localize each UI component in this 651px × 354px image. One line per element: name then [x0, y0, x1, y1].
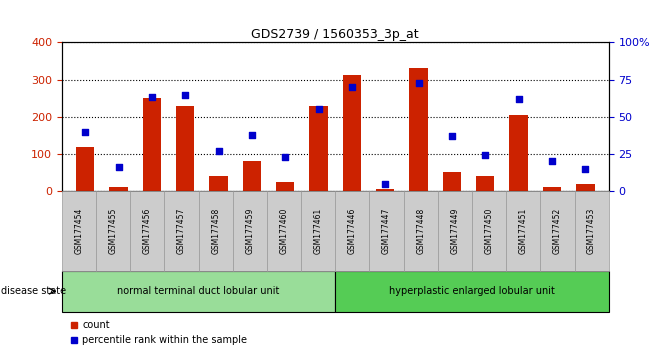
Point	[547, 159, 557, 164]
Title: GDS2739 / 1560353_3p_at: GDS2739 / 1560353_3p_at	[251, 28, 419, 41]
Text: hyperplastic enlarged lobular unit: hyperplastic enlarged lobular unit	[389, 286, 555, 296]
Bar	[543, 188, 561, 191]
Bar	[510, 115, 528, 191]
Text: GSM177455: GSM177455	[109, 208, 118, 254]
Point	[380, 181, 391, 187]
Bar	[76, 147, 94, 191]
Text: GSM177452: GSM177452	[553, 208, 562, 254]
Bar	[210, 176, 228, 191]
Text: disease state: disease state	[1, 286, 66, 296]
Text: GSM177450: GSM177450	[484, 208, 493, 254]
Text: GSM177449: GSM177449	[450, 208, 460, 254]
Text: GSM177448: GSM177448	[416, 208, 425, 254]
Text: GSM177458: GSM177458	[211, 208, 220, 254]
Point	[514, 96, 524, 102]
Text: GSM177454: GSM177454	[74, 208, 83, 254]
Point	[313, 107, 324, 112]
Bar	[376, 189, 395, 191]
Text: GSM177446: GSM177446	[348, 208, 357, 254]
Text: GSM177461: GSM177461	[314, 208, 323, 254]
Text: GSM177456: GSM177456	[143, 208, 152, 254]
Point	[413, 80, 424, 85]
Bar	[309, 107, 327, 191]
Point	[347, 84, 357, 90]
Bar	[109, 188, 128, 191]
Bar	[476, 176, 495, 191]
Text: GSM177457: GSM177457	[177, 208, 186, 254]
Text: GSM177447: GSM177447	[382, 208, 391, 254]
Text: GSM177451: GSM177451	[519, 208, 528, 254]
Text: GSM177460: GSM177460	[279, 208, 288, 254]
Bar	[276, 182, 294, 191]
Point	[180, 92, 191, 97]
Bar	[243, 161, 261, 191]
Text: normal terminal duct lobular unit: normal terminal duct lobular unit	[117, 286, 280, 296]
Text: GSM177459: GSM177459	[245, 208, 255, 254]
Point	[146, 95, 157, 100]
Bar	[343, 75, 361, 191]
Bar	[143, 98, 161, 191]
Point	[247, 132, 257, 137]
Point	[214, 148, 224, 154]
Bar	[176, 107, 195, 191]
Point	[580, 166, 590, 172]
Legend: count, percentile rank within the sample: count, percentile rank within the sample	[66, 316, 251, 349]
Text: GSM177453: GSM177453	[587, 208, 596, 254]
Point	[280, 154, 290, 160]
Point	[113, 165, 124, 170]
Bar	[576, 184, 594, 191]
Bar	[443, 172, 461, 191]
Bar	[409, 68, 428, 191]
Point	[80, 129, 90, 135]
Point	[447, 133, 457, 139]
Point	[480, 153, 490, 158]
